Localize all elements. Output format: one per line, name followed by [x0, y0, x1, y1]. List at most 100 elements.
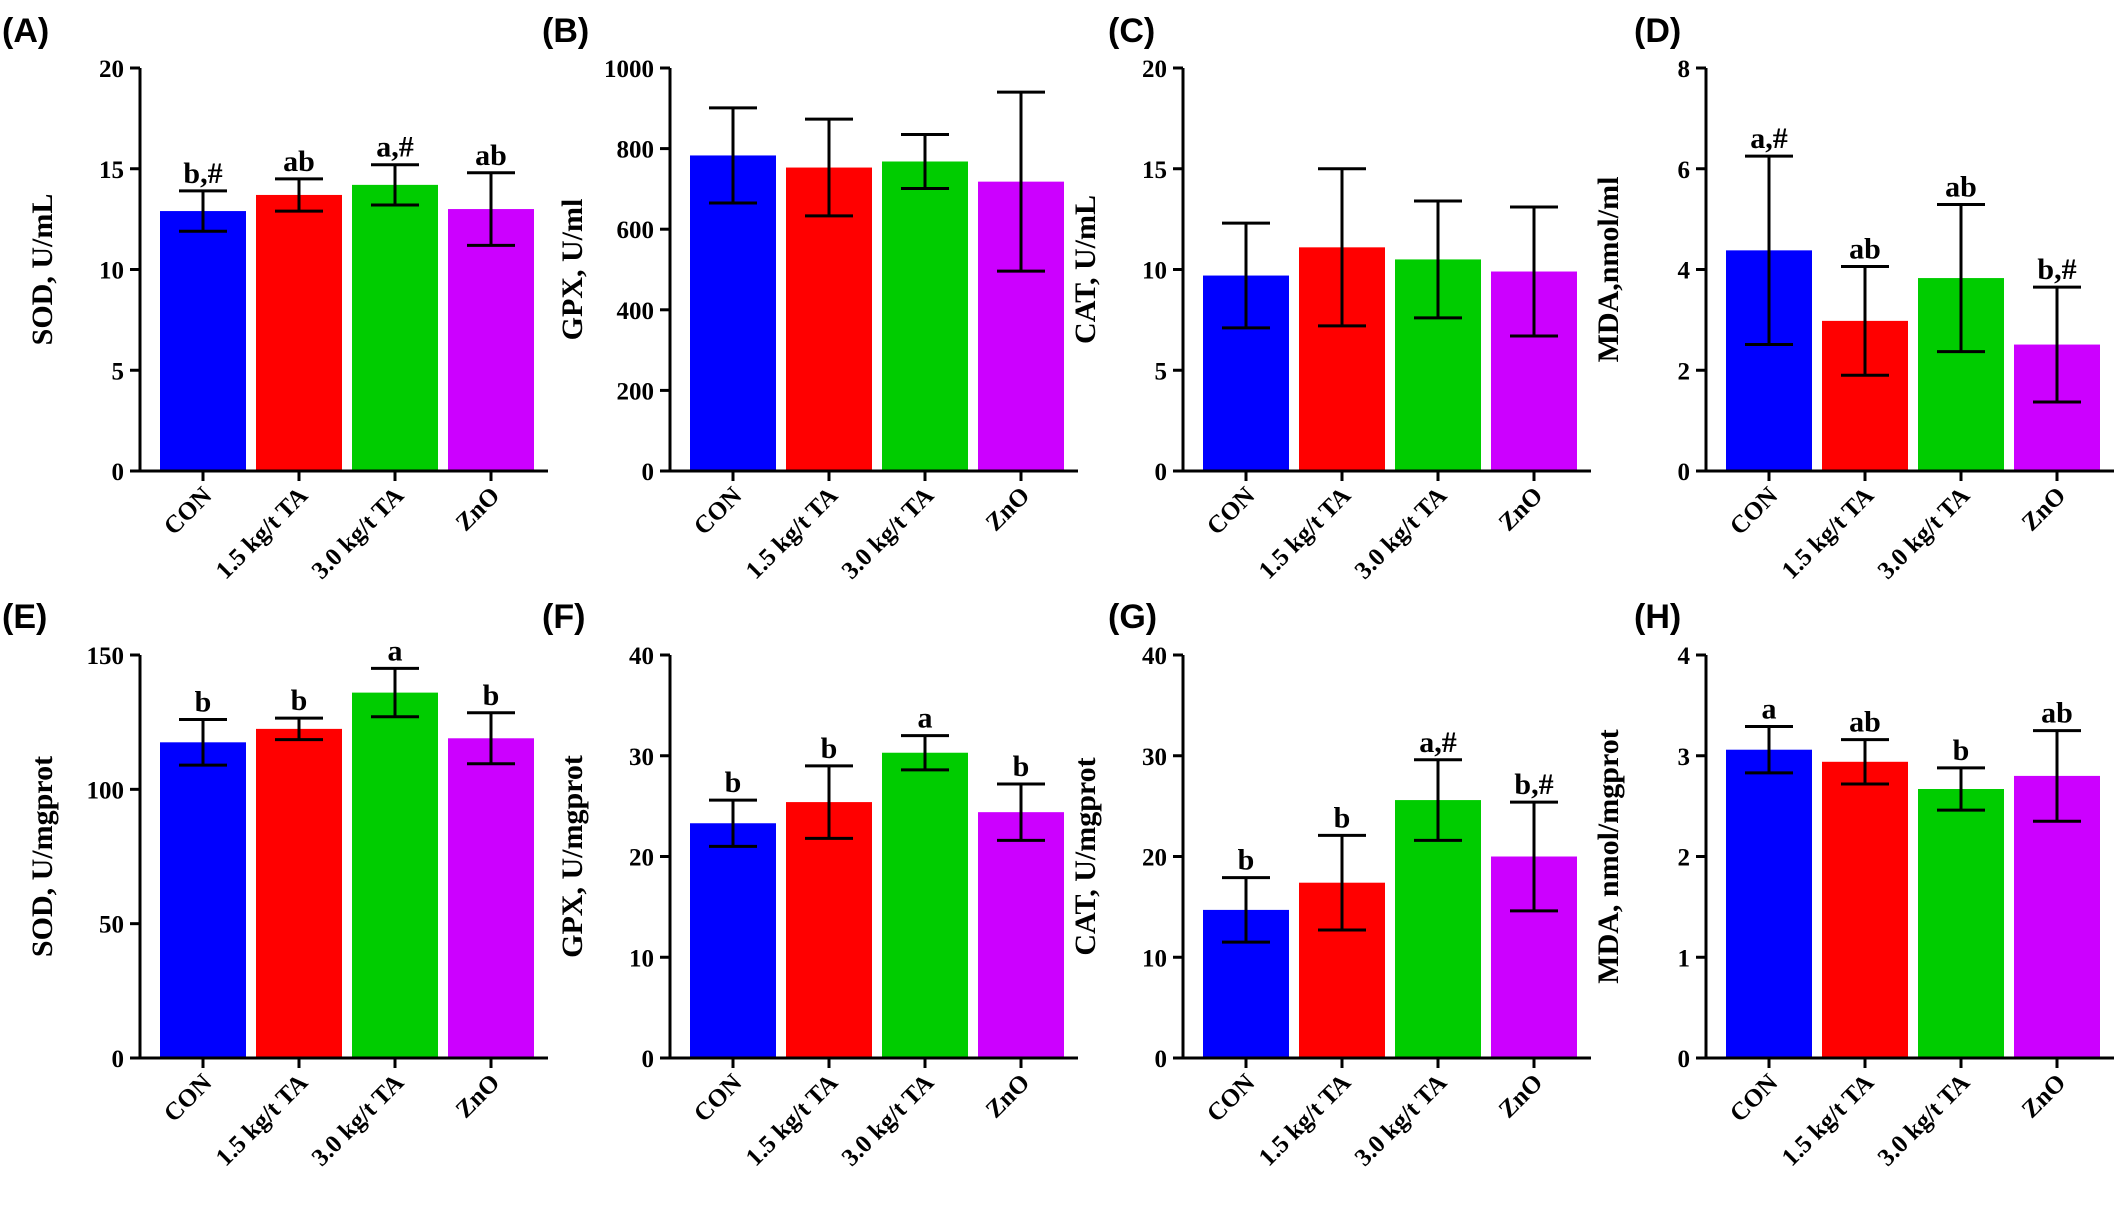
category-label: CON — [159, 482, 217, 540]
error-bar — [1222, 876, 1270, 944]
panel-label: (F) — [542, 598, 585, 636]
category-label: CON — [1725, 482, 1783, 540]
category-label: 1.5 kg/t TA — [1254, 1069, 1356, 1171]
category-label: 3.0 kg/t TA — [1350, 1069, 1452, 1171]
error-bar — [467, 711, 515, 766]
panel-a: (A) b,# CON ab 1.5 kg/t TA a,# 3.0 kg/t TA ab Zn… — [2, 12, 548, 585]
significance-label: b,# — [1514, 768, 1553, 801]
panel-f: (F) b CON b 1.5 kg/t TA a 3.0 kg/t TA b ZnO 0 10 20… — [542, 598, 1078, 1172]
bar — [1918, 788, 2004, 1058]
y-tick-label: 6 — [1678, 157, 1691, 184]
panel-h: (H) a CON ab 1.5 kg/t TA b 3.0 kg/t TA ab ZnO 0 1 2… — [1592, 598, 2114, 1172]
significance-label: b,# — [183, 157, 222, 190]
bar — [786, 167, 872, 471]
error-bar — [467, 171, 515, 247]
y-axis-label: GPX, U/ml — [556, 199, 589, 341]
y-tick-label: 1000 — [604, 56, 654, 83]
significance-label: a — [918, 702, 933, 735]
y-tick-label: 100 — [87, 777, 125, 804]
panel-label: (A) — [2, 12, 49, 50]
significance-label: ab — [283, 145, 315, 178]
y-tick-label: 2 — [1678, 845, 1691, 872]
significance-label: b,# — [2037, 253, 2076, 286]
error-bar — [709, 106, 757, 205]
y-axis-label: CAT, U/mL — [1069, 195, 1102, 344]
panel-d: (D) a,# CON ab 1.5 kg/t TA ab 3.0 kg/t TA b,# Zn… — [1592, 12, 2114, 585]
panel-label: (C) — [1108, 12, 1155, 50]
category-label: ZnO — [2017, 1069, 2071, 1123]
bar — [882, 752, 968, 1058]
y-tick-label: 15 — [1142, 157, 1167, 184]
significance-label: b — [483, 679, 500, 712]
category-label: CON — [159, 1069, 217, 1127]
error-bar — [179, 717, 227, 767]
category-label: 3.0 kg/t TA — [837, 482, 939, 584]
y-tick-label: 0 — [112, 1046, 125, 1073]
y-tick-label: 10 — [629, 945, 654, 972]
significance-label: b — [195, 685, 212, 718]
y-tick-label: 5 — [112, 358, 125, 385]
category-label: ZnO — [981, 1069, 1035, 1123]
category-label: ZnO — [1494, 482, 1548, 536]
y-tick-label: 0 — [112, 459, 125, 486]
y-tick-label: 5 — [1155, 358, 1168, 385]
category-label: 1.5 kg/t TA — [741, 482, 843, 584]
category-label: 1.5 kg/t TA — [1777, 1069, 1879, 1171]
category-label: CON — [1725, 1069, 1783, 1127]
significance-label: ab — [475, 139, 507, 172]
y-tick-label: 20 — [1142, 845, 1167, 872]
bar — [352, 692, 438, 1058]
bar — [160, 211, 246, 471]
significance-label: b — [821, 732, 838, 765]
category-label: 1.5 kg/t TA — [211, 1069, 313, 1171]
bar — [160, 742, 246, 1058]
bar — [2014, 775, 2100, 1058]
bar — [448, 209, 534, 472]
significance-label: b — [291, 684, 308, 717]
significance-label: b — [1013, 750, 1030, 783]
error-bar — [2033, 729, 2081, 823]
y-tick-label: 0 — [1678, 1046, 1691, 1073]
y-tick-label: 40 — [629, 643, 654, 670]
significance-label: a — [1762, 693, 1777, 726]
bar — [256, 194, 342, 471]
error-bar — [1414, 758, 1462, 842]
error-bar — [1510, 205, 1558, 338]
y-tick-label: 0 — [642, 459, 655, 486]
panel-label: (B) — [542, 12, 589, 50]
error-bar — [1937, 766, 1985, 812]
error-bar — [709, 798, 757, 848]
y-tick-label: 0 — [1155, 1046, 1168, 1073]
y-tick-label: 0 — [642, 1046, 655, 1073]
significance-label: a,# — [1419, 726, 1457, 759]
error-bar — [1318, 833, 1366, 932]
category-label: 3.0 kg/t TA — [1873, 482, 1975, 584]
error-bar — [2033, 285, 2081, 404]
category-label: CON — [1202, 482, 1260, 540]
error-bar — [997, 90, 1045, 273]
category-label: 1.5 kg/t TA — [211, 482, 313, 584]
y-axis-label: MDA,nmol/ml — [1592, 177, 1625, 363]
y-tick-label: 10 — [1142, 258, 1167, 285]
error-bar — [1841, 738, 1889, 786]
y-tick-label: 15 — [99, 157, 124, 184]
y-axis-label: MDA, nmol/mgprot — [1592, 729, 1625, 983]
error-bar — [1222, 221, 1270, 330]
significance-label: b — [1953, 734, 1970, 767]
category-label: 3.0 kg/t TA — [1350, 482, 1452, 584]
category-label: ZnO — [1494, 1069, 1548, 1123]
y-tick-label: 20 — [99, 56, 124, 83]
y-tick-label: 30 — [1142, 744, 1167, 771]
y-tick-label: 40 — [1142, 643, 1167, 670]
y-tick-label: 30 — [629, 744, 654, 771]
error-bar — [275, 716, 323, 742]
panel-label: (D) — [1634, 12, 1681, 50]
bar — [690, 823, 776, 1058]
significance-label: ab — [2041, 697, 2073, 730]
category-label: 1.5 kg/t TA — [1777, 482, 1879, 584]
bar — [978, 812, 1064, 1058]
y-tick-label: 10 — [1142, 945, 1167, 972]
significance-label: ab — [1849, 232, 1881, 265]
